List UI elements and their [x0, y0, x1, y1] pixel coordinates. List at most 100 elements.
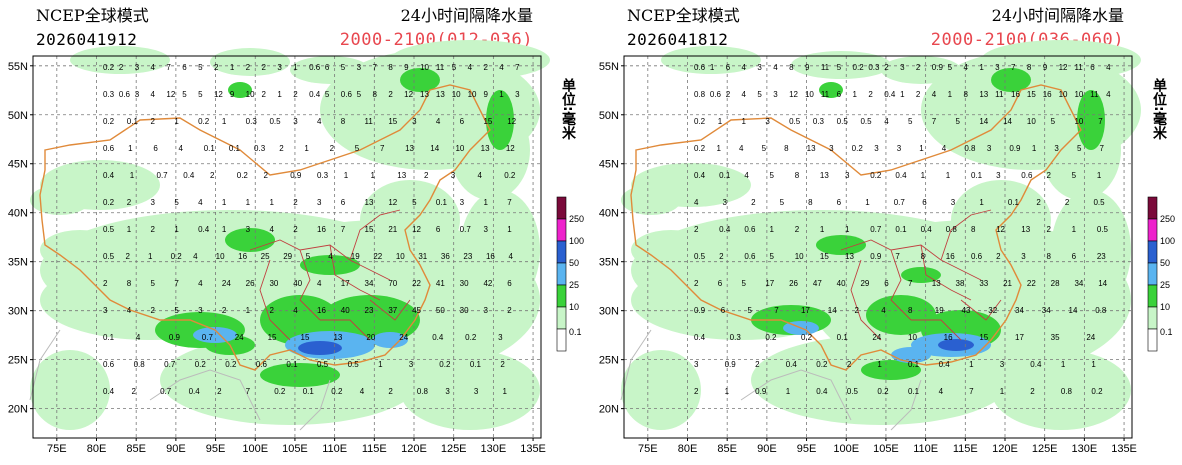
value-label: 4 [317, 117, 322, 126]
value-label: 4 [293, 306, 298, 315]
moderate-rain-zone [228, 82, 252, 98]
value-label: 10 [396, 252, 405, 261]
map-frame [32, 55, 542, 439]
value-label: 14 [979, 117, 988, 126]
value-label: 3 [474, 387, 479, 396]
value-label: 25 [261, 252, 270, 261]
value-label: 0.6 [744, 252, 756, 261]
value-label: 30 [269, 279, 278, 288]
lon-label: 135E [1111, 443, 1137, 455]
storm-rain-zone [938, 339, 974, 351]
value-label: 2 [847, 360, 852, 369]
value-label: 2 [751, 198, 756, 207]
value-label: 6 [837, 198, 842, 207]
value-label: 3 [995, 63, 1000, 72]
value-label: 15 [820, 252, 829, 261]
lon-label: 80E [678, 443, 698, 455]
value-label: 32 [988, 306, 997, 315]
value-label: 1 [725, 387, 730, 396]
value-label: 1 [718, 117, 723, 126]
value-label: 2 [246, 63, 251, 72]
value-label: 3 [996, 171, 1001, 180]
unit-label: 单位:毫米 [1151, 78, 1167, 140]
lat-label: 50N [599, 110, 619, 122]
graticule [33, 56, 541, 438]
value-label: 3 [246, 225, 251, 234]
value-label: 7 [932, 117, 937, 126]
value-label: 0.4 [719, 225, 731, 234]
value-label: 11 [1090, 90, 1099, 99]
value-label: 0.1 [103, 333, 115, 342]
value-label: 0.5 [348, 360, 360, 369]
light-rain-zone [951, 180, 1051, 260]
lon-label: 110E [322, 443, 347, 455]
value-label: 0.4 [921, 225, 933, 234]
heavy-rain-zone [891, 347, 931, 363]
value-label: 0.1 [837, 333, 849, 342]
value-label: 50 [436, 306, 445, 315]
value-label: 2 [264, 171, 269, 180]
value-label: 0.9 [725, 360, 737, 369]
value-label: 4 [773, 63, 778, 72]
value-label: 0.6 [971, 252, 983, 261]
value-label: 1 [246, 198, 251, 207]
value-label: 3 [277, 63, 282, 72]
value-label: 0.6 [103, 144, 115, 153]
value-label: 1 [483, 198, 488, 207]
value-label: 8 [784, 144, 789, 153]
panel-left: NCEP全球模式 2026041912 24小时间隔降水量 2000-2100(… [8, 6, 584, 455]
value-label: 0.4 [694, 333, 706, 342]
value-label: 6 [182, 63, 187, 72]
value-label: 1 [969, 360, 974, 369]
value-label: 0.5 [269, 117, 281, 126]
value-label: 0.3 [103, 90, 115, 99]
value-label: 10 [805, 90, 814, 99]
lat-label: 45N [599, 159, 619, 171]
value-label: 0.2 [816, 360, 828, 369]
graticule [624, 56, 1132, 438]
value-label: 1 [499, 90, 504, 99]
value-label: 0.9 [1009, 144, 1021, 153]
value-label: 40 [341, 306, 350, 315]
value-label: 0.7 [164, 360, 176, 369]
value-label: 4 [694, 198, 699, 207]
value-label: 0.8 [946, 225, 958, 234]
lon-label: 105E [873, 443, 899, 455]
value-label: 2 [119, 63, 124, 72]
value-label: 2 [269, 306, 274, 315]
value-label: 0.8 [417, 387, 429, 396]
value-label: 4 [127, 306, 132, 315]
value-label: 34 [1042, 306, 1051, 315]
value-label: 9 [805, 63, 810, 72]
value-label: 2 [424, 171, 429, 180]
colorbar-label: 10 [569, 302, 579, 312]
value-label: 1 [979, 198, 984, 207]
value-label: 5 [770, 252, 775, 261]
value-label: 1 [845, 225, 850, 234]
value-label: 3 [757, 63, 762, 72]
value-label: 3 [412, 117, 417, 126]
map-frame [623, 55, 1133, 439]
lon-label: 100E [242, 443, 268, 455]
value-label: 1 [371, 171, 376, 180]
lon-label: 130E [481, 443, 507, 455]
value-label: 3 [1000, 360, 1005, 369]
value-label: 12 [1059, 63, 1068, 72]
value-label: 16 [238, 252, 247, 261]
value-label: 5 [757, 90, 762, 99]
value-label: 9 [1043, 63, 1048, 72]
light-rain-zone [70, 46, 170, 74]
colorbar-label: 250 [569, 214, 584, 224]
moderate-rain-zone [816, 235, 866, 255]
value-label: 1 [717, 144, 722, 153]
value-label: 12 [506, 144, 515, 153]
colorbar-segment [1147, 306, 1158, 330]
value-label: 0.2 [103, 117, 115, 126]
value-label: 5 [956, 117, 961, 126]
value-label: 5 [908, 117, 913, 126]
value-label: 1 [1000, 387, 1005, 396]
value-label: 4 [963, 63, 968, 72]
value-label: 0.4 [183, 171, 195, 180]
colorbar-segment [556, 306, 567, 330]
value-label: 5 [412, 198, 417, 207]
